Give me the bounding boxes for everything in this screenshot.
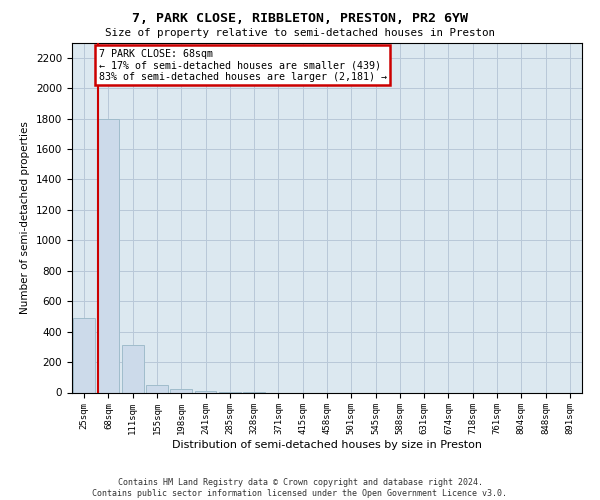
Text: Contains HM Land Registry data © Crown copyright and database right 2024.
Contai: Contains HM Land Registry data © Crown c…	[92, 478, 508, 498]
Bar	[122, 346, 143, 393]
Text: 7 PARK CLOSE: 68sqm
← 17% of semi-detached houses are smaller (439)
83% of semi-: 7 PARK CLOSE: 68sqm ← 17% of semi-detach…	[99, 48, 387, 82]
Text: 7, PARK CLOSE, RIBBLETON, PRESTON, PR2 6YW: 7, PARK CLOSE, RIBBLETON, PRESTON, PR2 6…	[132, 12, 468, 26]
Bar	[73, 318, 95, 392]
X-axis label: Distribution of semi-detached houses by size in Preston: Distribution of semi-detached houses by …	[172, 440, 482, 450]
Bar	[170, 390, 192, 392]
Y-axis label: Number of semi-detached properties: Number of semi-detached properties	[20, 121, 31, 314]
Bar	[146, 385, 168, 392]
Bar	[97, 118, 119, 392]
Bar	[194, 391, 217, 392]
Text: Size of property relative to semi-detached houses in Preston: Size of property relative to semi-detach…	[105, 28, 495, 38]
